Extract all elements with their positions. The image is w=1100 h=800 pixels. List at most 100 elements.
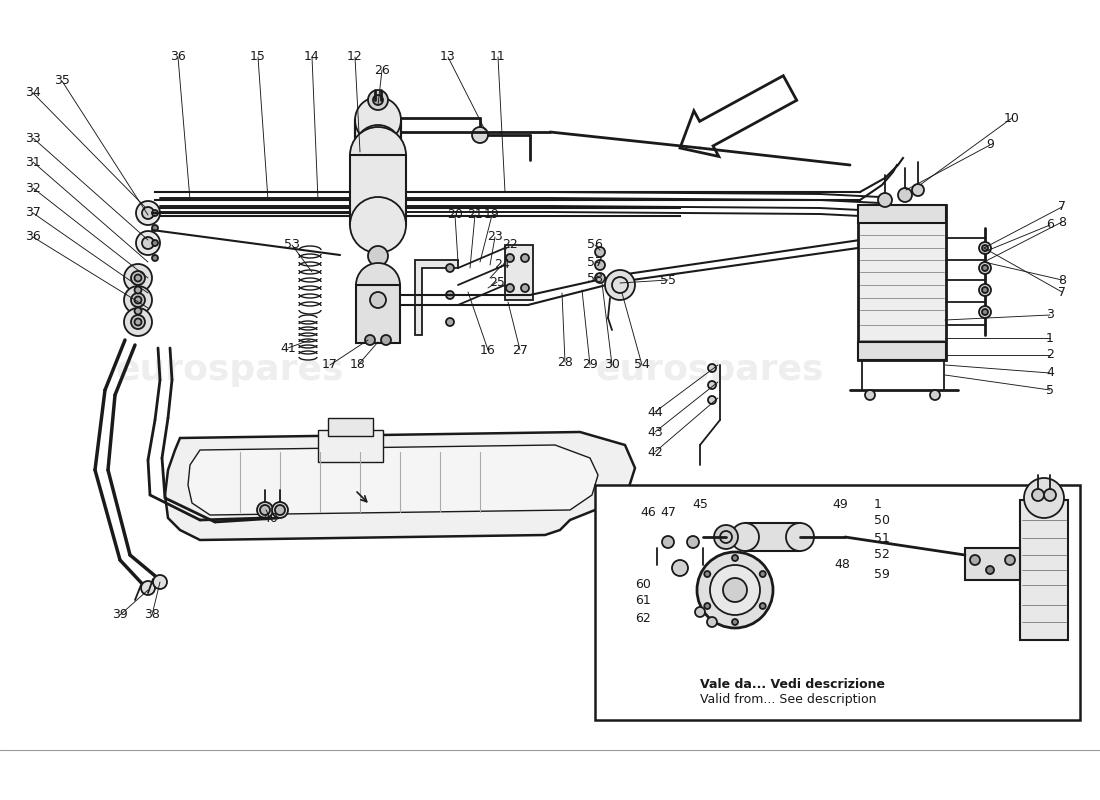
Text: 23: 23 (487, 230, 503, 243)
Text: 62: 62 (635, 611, 651, 625)
Circle shape (142, 237, 154, 249)
Circle shape (381, 335, 390, 345)
Text: eurospares: eurospares (596, 353, 824, 387)
Circle shape (732, 555, 738, 561)
Circle shape (142, 207, 154, 219)
Text: 4: 4 (1046, 366, 1054, 379)
Text: 1: 1 (1046, 331, 1054, 345)
Text: 48: 48 (834, 558, 850, 571)
Circle shape (368, 246, 388, 266)
Text: Valid from... See description: Valid from... See description (700, 694, 877, 706)
Circle shape (982, 309, 988, 315)
Text: 38: 38 (144, 609, 159, 622)
Text: 43: 43 (647, 426, 663, 438)
Circle shape (356, 263, 400, 307)
Circle shape (970, 555, 980, 565)
Text: 7: 7 (1058, 286, 1066, 298)
Text: 50: 50 (874, 514, 890, 526)
Text: 8: 8 (1058, 215, 1066, 229)
Text: 20: 20 (447, 209, 463, 222)
Circle shape (272, 502, 288, 518)
Text: 61: 61 (635, 594, 651, 606)
Circle shape (979, 306, 991, 318)
Circle shape (257, 502, 273, 518)
Circle shape (723, 578, 747, 602)
Circle shape (521, 254, 529, 262)
Circle shape (141, 581, 155, 595)
Bar (356, 285, 400, 343)
Polygon shape (165, 432, 635, 540)
Circle shape (124, 308, 152, 336)
Text: 12: 12 (348, 50, 363, 63)
Text: 31: 31 (25, 155, 41, 169)
Circle shape (152, 240, 158, 246)
Text: Vale da... Vedi descrizione: Vale da... Vedi descrizione (700, 678, 886, 691)
Circle shape (714, 525, 738, 549)
Bar (745, 523, 800, 551)
Circle shape (986, 566, 994, 574)
Bar (328, 418, 373, 436)
Text: 2: 2 (1046, 349, 1054, 362)
Circle shape (134, 307, 142, 314)
Text: 21: 21 (468, 209, 483, 222)
Circle shape (365, 335, 375, 345)
Circle shape (373, 95, 383, 105)
Circle shape (506, 254, 514, 262)
Text: 9: 9 (986, 138, 994, 151)
Text: 37: 37 (25, 206, 41, 219)
Circle shape (1032, 489, 1044, 501)
Circle shape (982, 245, 988, 251)
Circle shape (708, 364, 716, 372)
Circle shape (355, 125, 402, 171)
Polygon shape (188, 445, 598, 515)
Text: eurospares: eurospares (116, 353, 344, 387)
Circle shape (152, 255, 158, 261)
Text: 49: 49 (832, 498, 848, 511)
Circle shape (662, 536, 674, 548)
Text: 16: 16 (480, 343, 496, 357)
Circle shape (131, 293, 145, 307)
Circle shape (708, 396, 716, 404)
Circle shape (786, 523, 814, 551)
Circle shape (898, 188, 912, 202)
Text: 5: 5 (1046, 383, 1054, 397)
Text: 25: 25 (490, 275, 505, 289)
Text: 30: 30 (604, 358, 620, 371)
Circle shape (979, 262, 991, 274)
Circle shape (697, 552, 773, 628)
Text: 36: 36 (170, 50, 186, 63)
Text: 7: 7 (1058, 201, 1066, 214)
Circle shape (134, 286, 142, 294)
Bar (858, 342, 946, 360)
Circle shape (152, 225, 158, 231)
Circle shape (732, 523, 759, 551)
Circle shape (979, 242, 991, 254)
Text: 8: 8 (1058, 274, 1066, 286)
Circle shape (605, 270, 635, 300)
Circle shape (930, 390, 940, 400)
Text: 44: 44 (647, 406, 663, 418)
Text: 47: 47 (660, 506, 675, 518)
Circle shape (878, 193, 892, 207)
Text: 32: 32 (25, 182, 41, 194)
Text: 10: 10 (1004, 111, 1020, 125)
Text: 26: 26 (374, 63, 389, 77)
Text: 57: 57 (587, 255, 603, 269)
Circle shape (355, 97, 402, 143)
Circle shape (707, 617, 717, 627)
Text: 39: 39 (112, 609, 128, 622)
Polygon shape (415, 260, 458, 335)
Circle shape (124, 264, 152, 292)
Text: 56: 56 (587, 238, 603, 251)
Circle shape (350, 127, 406, 183)
Circle shape (865, 390, 874, 400)
Text: 24: 24 (494, 258, 510, 271)
Circle shape (350, 197, 406, 253)
Circle shape (595, 273, 605, 283)
Text: 36: 36 (25, 230, 41, 243)
Bar (505, 245, 534, 300)
Text: 6: 6 (1046, 218, 1054, 231)
Text: 41: 41 (280, 342, 296, 354)
Circle shape (131, 315, 145, 329)
Circle shape (704, 603, 711, 609)
